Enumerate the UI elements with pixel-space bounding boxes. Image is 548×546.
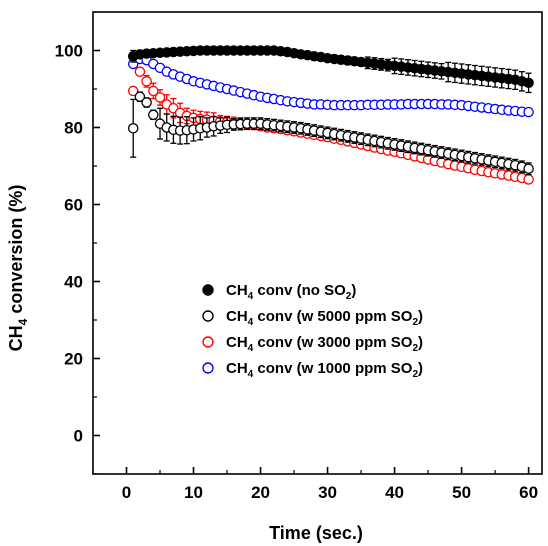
data-point	[127, 85, 139, 97]
data-point	[154, 92, 166, 103]
data-point	[148, 85, 159, 97]
x-tick-label: 10	[184, 483, 203, 502]
x-tick-label: 40	[385, 483, 404, 502]
y-tick-label: 80	[64, 119, 83, 138]
x-tick-label: 50	[452, 483, 471, 502]
x-axis-title: Time (sec.)	[269, 523, 363, 543]
y-tick-label: 0	[74, 427, 83, 446]
legend-marker	[202, 336, 214, 348]
legend-label: CH4 conv (no SO2)	[226, 282, 356, 302]
y-tick-label: 60	[64, 196, 83, 215]
y-tick-label: 20	[64, 350, 83, 369]
tick-layer: 0 10 20 30 40 50 60 0 20 40 60 80 100	[55, 11, 538, 502]
legend-label: CH4 conv (w 3000 ppm SO2)	[226, 334, 423, 354]
legend: CH4 conv (no SO2) CH4 conv (w 5000 ppm SO…	[202, 282, 423, 380]
legend-marker	[202, 284, 214, 296]
data-point	[134, 66, 146, 77]
legend-marker	[202, 362, 214, 374]
data-point	[523, 106, 534, 118]
data-point	[523, 77, 534, 89]
legend-label: CH4 conv (w 5000 ppm SO2)	[226, 308, 423, 328]
data-point	[523, 174, 534, 185]
x-tick-label: 30	[318, 483, 337, 502]
data-point	[148, 109, 159, 121]
series-layer	[127, 45, 534, 185]
legend-label: CH4 conv (w 1000 ppm SO2)	[226, 360, 423, 380]
y-tick-label: 100	[55, 42, 83, 61]
series-3	[127, 53, 534, 118]
series-1	[127, 91, 534, 176]
y-tick-label: 40	[64, 273, 83, 292]
x-tick-label: 0	[122, 483, 131, 502]
svg-text:CH4 conversion (%): CH4 conversion (%)	[6, 185, 30, 352]
data-point	[134, 91, 146, 102]
data-point	[141, 76, 152, 87]
data-point	[127, 123, 139, 134]
y-axis-title: CH4 conversion (%)	[6, 185, 30, 352]
legend-marker	[202, 310, 214, 322]
x-tick-label: 60	[519, 483, 538, 502]
series-0	[127, 45, 534, 94]
x-tick-label: 20	[251, 483, 270, 502]
data-point	[141, 97, 152, 108]
data-point	[523, 163, 534, 174]
